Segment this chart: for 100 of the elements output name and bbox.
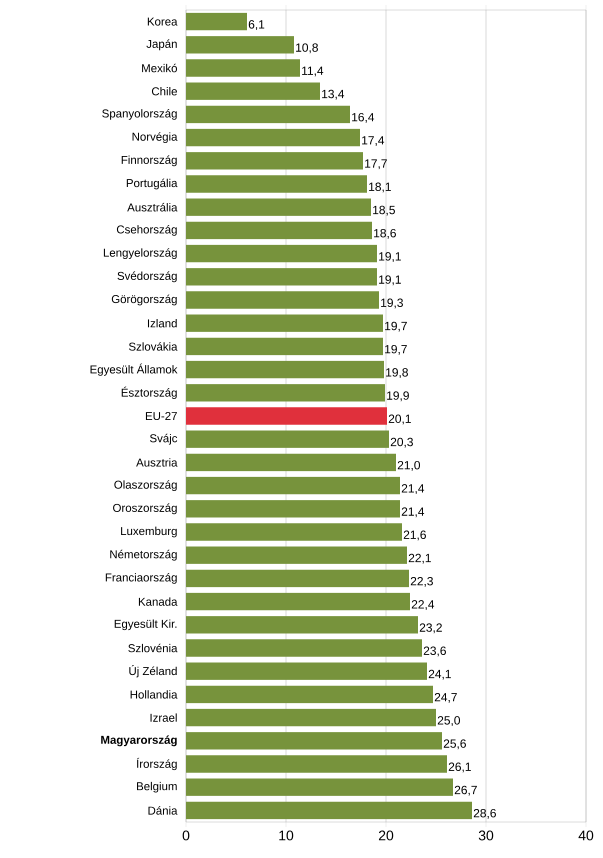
y-tick-label: Korea [148,18,178,26]
bar [186,732,442,750]
bar [186,708,436,726]
data-label: 18,6 [374,228,396,239]
y-tick-label: Izland [148,319,177,328]
y-tick-label: Portugália [126,178,178,190]
data-label: 6,1 [248,20,264,30]
data-label: 28,6 [474,808,496,819]
data-label: 19,8 [386,368,408,378]
bar [186,570,409,588]
y-tick-label: Ausztrália [127,202,178,212]
x-tick-label: 20 [378,830,394,840]
y-tick-label: Belgium [137,782,177,793]
bar [186,454,396,472]
data-label: 13,4 [322,90,344,100]
y-tick-label: Csehország [116,224,177,236]
data-label: 22,3 [410,576,433,587]
data-label: 19,1 [379,252,401,262]
data-label: 18,1 [369,182,391,192]
data-label: 21,4 [402,484,424,494]
y-tick-label: Kanada [138,597,178,606]
bar [186,523,402,541]
bar [186,430,389,448]
y-tick-label: Svédország [117,271,177,282]
y-tick-label: Görögország [112,294,177,306]
y-tick-label: Észtország [122,386,177,399]
bar [186,222,372,240]
bar [186,616,418,634]
x-tick-label: 0 [182,830,190,840]
data-label: 22,1 [408,554,431,564]
x-tick-label: 40 [578,830,594,840]
data-label: 26,7 [454,786,477,796]
data-label: 24,1 [428,670,451,680]
x-tick-label: 10 [279,830,294,840]
y-tick-label: Ausztria [136,458,178,467]
y-tick-label: Japán [146,39,177,50]
data-label: 16,4 [352,112,374,123]
bar [186,755,447,773]
bar [186,546,407,564]
data-label: 23,2 [420,623,442,634]
bar [186,686,433,704]
y-tick-label: Finnország [122,155,177,166]
y-tick-label: Szlovénia [128,644,178,652]
y-tick-label: Norvégia [132,132,178,144]
bar [186,500,400,518]
data-label: 19,9 [387,391,409,402]
bar [186,36,294,54]
x-tick-label: 30 [478,830,494,840]
y-tick-label: Magyarország [101,735,177,746]
y-tick-label: Írország [136,758,177,770]
bar [186,476,400,494]
y-tick-label: Egyesült Államok [90,363,178,376]
data-label: 17,4 [362,136,384,146]
data-label: 17,7 [365,159,387,170]
y-tick-label: EU-27 [146,412,177,420]
y-tick-label: Hollandia [130,690,178,699]
data-label: 21,0 [398,460,420,471]
bar [186,175,367,193]
y-tick-label: Egyesült Kir. [114,619,176,630]
data-label: 10,8 [296,43,318,54]
data-label: 19,7 [385,344,407,355]
bar [186,59,300,77]
bar [186,384,385,402]
data-label: 26,1 [448,762,471,772]
bar [186,291,379,309]
bar [186,778,453,796]
bar [186,662,427,680]
data-label: 19,7 [385,322,407,332]
data-label: 20,3 [390,438,413,448]
y-tick-label: Spanyolország [102,108,177,120]
bar [186,268,377,286]
bar [186,128,360,146]
bar [186,802,472,820]
data-label: 24,7 [434,692,457,703]
y-tick-label: Izrael [150,713,177,722]
y-tick-label: Új Zéland [129,665,177,678]
bar [186,639,422,657]
data-label: 25,6 [444,739,466,750]
y-tick-label: Olaszország [114,480,177,492]
y-tick-label: Németország [110,550,177,561]
y-tick-label: Chile [152,87,177,96]
bar [186,198,371,216]
bar [186,592,410,610]
data-label: 19,3 [381,298,403,308]
bar [186,82,320,100]
y-tick-label: Franciaország [106,573,177,584]
y-tick-label: Dánia [148,806,178,815]
data-label: 23,6 [424,646,446,656]
y-tick-label: Luxemburg [121,526,177,538]
y-tick-label: Szlovákia [128,342,178,351]
y-tick-label: Oroszország [113,503,177,514]
bar [186,360,384,378]
y-tick-label: Mexikó [142,64,177,72]
data-label: 11,4 [302,66,324,76]
bar [186,152,363,170]
data-label: 19,1 [379,275,401,286]
bar [186,12,247,30]
bar [186,338,383,356]
bar [186,407,387,425]
data-label: 22,4 [412,600,434,610]
